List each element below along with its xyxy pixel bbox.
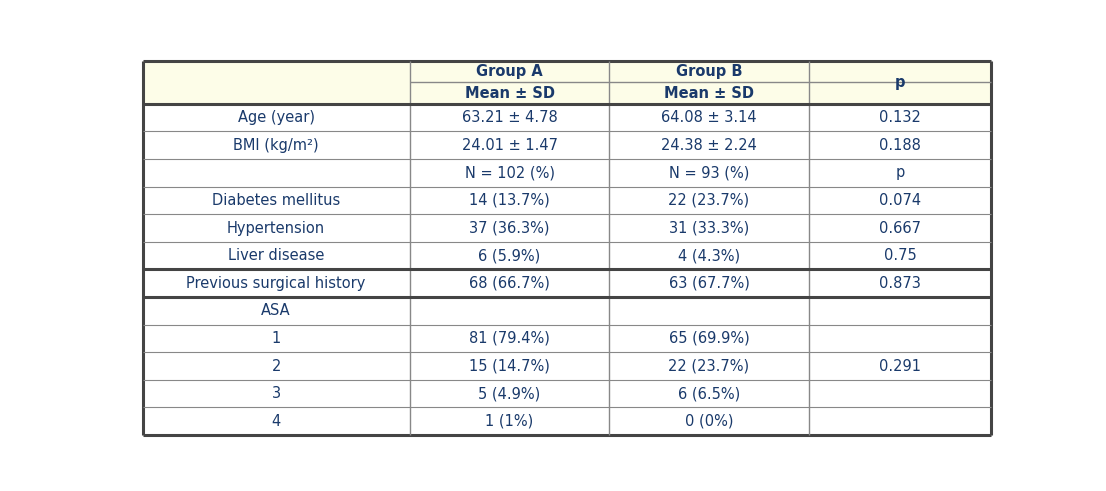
Text: Previous surgical history: Previous surgical history — [187, 276, 366, 291]
Text: 6 (6.5%): 6 (6.5%) — [678, 386, 740, 401]
Bar — [609, 352, 808, 380]
Bar — [609, 132, 808, 159]
Text: 15 (14.7%): 15 (14.7%) — [469, 358, 550, 374]
Bar — [609, 408, 808, 435]
Text: 0.132: 0.132 — [879, 110, 921, 125]
Text: 5 (4.9%): 5 (4.9%) — [479, 386, 541, 401]
Bar — [410, 297, 609, 325]
Text: 24.01 ± 1.47: 24.01 ± 1.47 — [461, 138, 557, 153]
Bar — [410, 325, 609, 352]
Text: 0.75: 0.75 — [884, 248, 916, 263]
Text: N = 93 (%): N = 93 (%) — [669, 165, 749, 180]
Text: 0.667: 0.667 — [879, 220, 921, 236]
Text: BMI (kg/m²): BMI (kg/m²) — [233, 138, 319, 153]
Text: Diabetes mellitus: Diabetes mellitus — [212, 193, 341, 208]
Text: 1: 1 — [272, 331, 281, 346]
Bar — [143, 352, 410, 380]
Bar — [410, 270, 609, 297]
Text: 22 (23.7%): 22 (23.7%) — [668, 358, 750, 374]
Text: 63.21 ± 4.78: 63.21 ± 4.78 — [461, 110, 557, 125]
Bar — [410, 242, 609, 270]
Text: 22 (23.7%): 22 (23.7%) — [668, 193, 750, 208]
Bar — [143, 270, 410, 297]
Text: Mean ± SD: Mean ± SD — [465, 85, 554, 101]
Text: 0.873: 0.873 — [879, 276, 921, 291]
Text: 37 (36.3%): 37 (36.3%) — [469, 220, 550, 236]
Text: 0 (0%): 0 (0%) — [685, 414, 733, 429]
Text: Mean ± SD: Mean ± SD — [664, 85, 754, 101]
Text: 6 (5.9%): 6 (5.9%) — [479, 248, 541, 263]
Bar — [808, 214, 991, 242]
Text: p: p — [895, 75, 905, 90]
Text: 0.074: 0.074 — [879, 193, 921, 208]
Bar — [808, 380, 991, 408]
Text: 68 (66.7%): 68 (66.7%) — [469, 276, 550, 291]
Bar — [143, 132, 410, 159]
Bar — [143, 159, 410, 187]
Bar — [143, 214, 410, 242]
Text: 4: 4 — [272, 414, 281, 429]
Text: 14 (13.7%): 14 (13.7%) — [469, 193, 550, 208]
Text: 63 (67.7%): 63 (67.7%) — [668, 276, 750, 291]
Bar — [808, 187, 991, 214]
Bar — [808, 297, 991, 325]
Bar — [808, 270, 991, 297]
Bar — [143, 380, 410, 408]
Text: 31 (33.3%): 31 (33.3%) — [669, 220, 749, 236]
Text: ASA: ASA — [261, 303, 291, 318]
Text: Hypertension: Hypertension — [227, 220, 325, 236]
Text: Liver disease: Liver disease — [228, 248, 324, 263]
Bar — [410, 132, 609, 159]
Bar — [410, 352, 609, 380]
Bar — [609, 297, 808, 325]
Bar — [808, 159, 991, 187]
Text: Group B: Group B — [676, 64, 742, 79]
Text: Age (year): Age (year) — [238, 110, 315, 125]
Bar — [808, 132, 991, 159]
Bar — [808, 104, 991, 132]
Text: 64.08 ± 3.14: 64.08 ± 3.14 — [661, 110, 757, 125]
Text: Group A: Group A — [477, 64, 543, 79]
Bar — [609, 325, 808, 352]
Bar — [143, 187, 410, 214]
Bar — [143, 104, 410, 132]
Bar — [410, 408, 609, 435]
Text: p: p — [895, 165, 905, 180]
Text: 65 (69.9%): 65 (69.9%) — [669, 331, 750, 346]
Bar — [410, 214, 609, 242]
Bar — [808, 408, 991, 435]
Bar — [143, 408, 410, 435]
Text: 24.38 ± 2.24: 24.38 ± 2.24 — [661, 138, 757, 153]
Bar — [808, 352, 991, 380]
Bar — [609, 104, 808, 132]
Text: 1 (1%): 1 (1%) — [486, 414, 534, 429]
Text: 3: 3 — [272, 386, 281, 401]
Bar — [808, 242, 991, 270]
Bar — [410, 187, 609, 214]
Bar — [143, 242, 410, 270]
Text: 81 (79.4%): 81 (79.4%) — [469, 331, 550, 346]
Bar — [609, 187, 808, 214]
Text: 0.188: 0.188 — [879, 138, 921, 153]
Text: 4 (4.3%): 4 (4.3%) — [678, 248, 740, 263]
Bar — [609, 270, 808, 297]
Bar — [410, 380, 609, 408]
Bar — [143, 297, 410, 325]
Bar — [410, 159, 609, 187]
Bar — [609, 214, 808, 242]
Bar — [808, 325, 991, 352]
Bar — [609, 242, 808, 270]
Bar — [410, 104, 609, 132]
Bar — [609, 159, 808, 187]
Bar — [143, 325, 410, 352]
Text: 2: 2 — [271, 358, 281, 374]
Bar — [609, 380, 808, 408]
Text: N = 102 (%): N = 102 (%) — [465, 165, 554, 180]
Text: 0.291: 0.291 — [879, 358, 921, 374]
